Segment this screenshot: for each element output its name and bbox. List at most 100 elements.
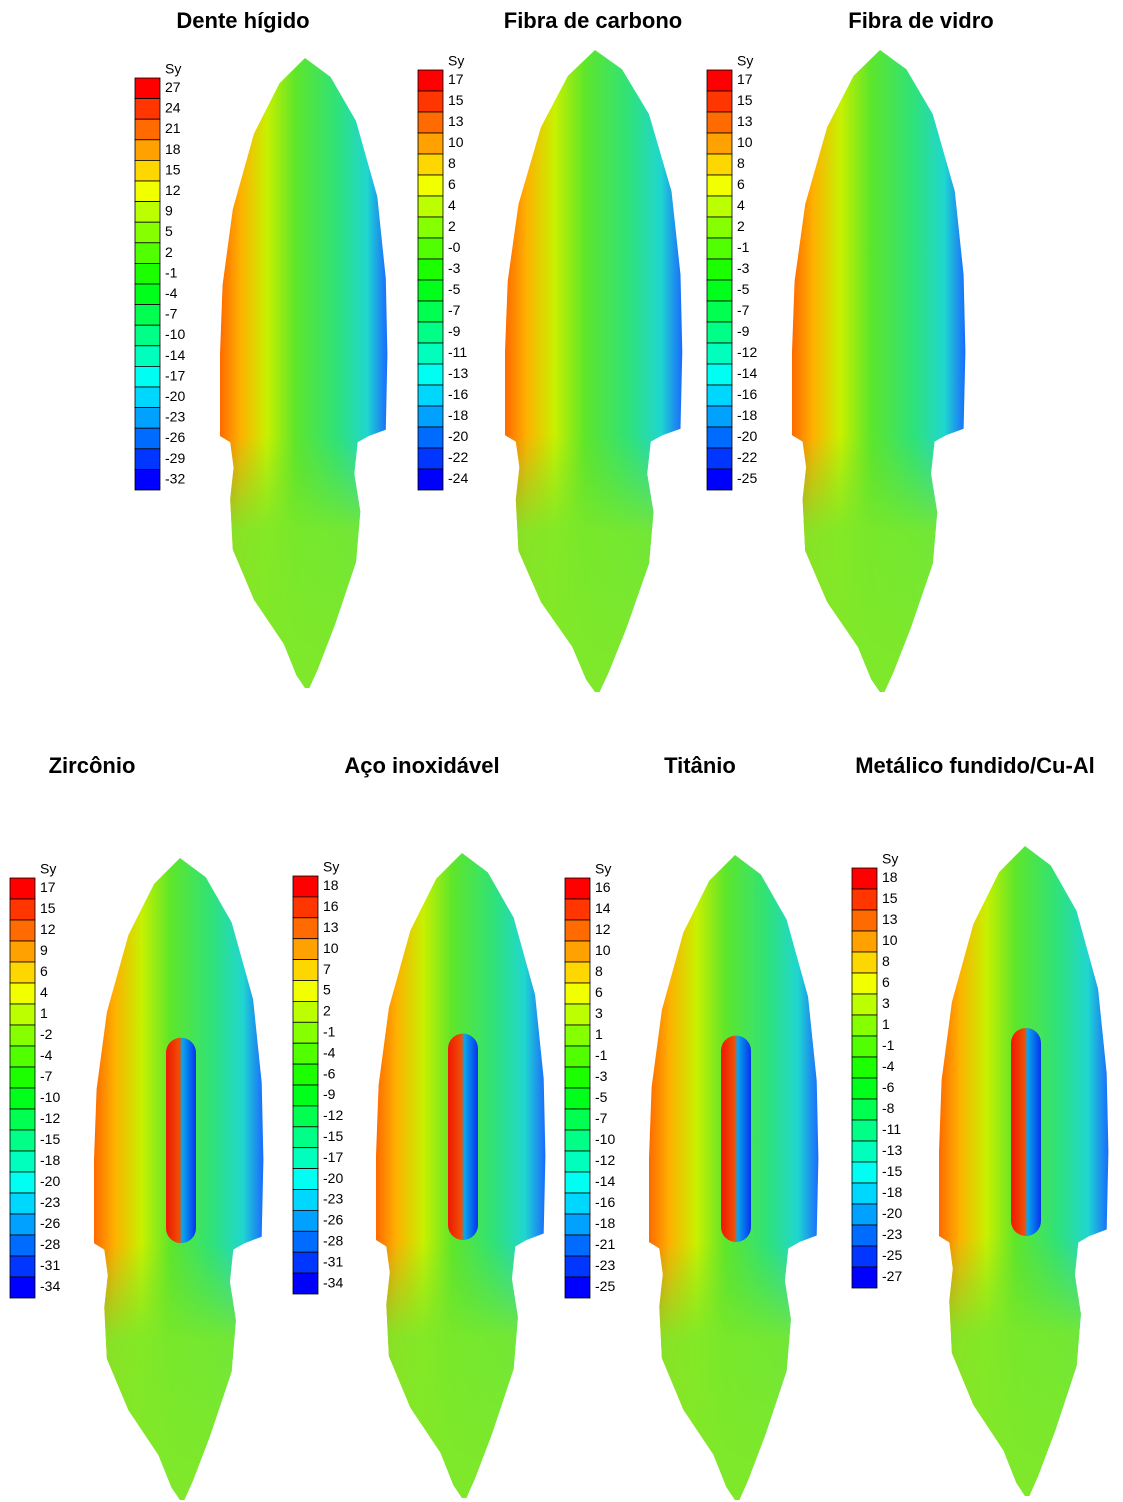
colorbar-label: -16 xyxy=(595,1194,615,1210)
colorbar-label: -20 xyxy=(737,428,757,444)
colorbar-label: -1 xyxy=(882,1037,895,1053)
colorbar-label: -31 xyxy=(323,1253,343,1269)
legend-title: Sy xyxy=(448,53,464,69)
colorbar-band xyxy=(565,1256,590,1277)
colorbar-label: -16 xyxy=(737,386,757,402)
colorbar-label: -29 xyxy=(165,450,185,466)
colorbar-label: 3 xyxy=(595,1005,603,1021)
colorbar-band xyxy=(135,140,160,161)
colorbar-band xyxy=(135,119,160,140)
colorbar-label: 17 xyxy=(448,71,464,87)
colorbar-label: 4 xyxy=(448,197,456,213)
colorbar-label: -4 xyxy=(40,1047,53,1063)
colorbar-band xyxy=(10,1046,35,1067)
panel: Aço inoxidávelSy18161310752-1-4-6-9-12-1… xyxy=(293,753,545,1498)
colorbar-band xyxy=(135,243,160,264)
colorbar-band xyxy=(418,301,443,322)
colorbar-band xyxy=(565,941,590,962)
colorbar-band xyxy=(565,899,590,920)
colorbar-band xyxy=(10,1067,35,1088)
colorbar-band xyxy=(293,1210,318,1231)
panel-title: Zircônio xyxy=(49,753,136,778)
figure: Dente hígidoSy272421181512952-1-4-7-10-1… xyxy=(0,0,1123,1502)
colorbar-band xyxy=(707,406,732,427)
colorbar-label: -9 xyxy=(737,323,750,339)
colorbar-label: 4 xyxy=(737,197,745,213)
colorbar-band xyxy=(293,1190,318,1211)
tooth-root-shade xyxy=(792,50,965,692)
colorbar-band xyxy=(10,941,35,962)
colorbar-band xyxy=(293,1127,318,1148)
colorbar-label: -18 xyxy=(40,1152,60,1168)
colorbar-band xyxy=(418,280,443,301)
colorbar-band xyxy=(852,1183,877,1204)
colorbar-label: -14 xyxy=(737,365,757,381)
colorbar-label: -28 xyxy=(40,1236,60,1252)
colorbar-label: 3 xyxy=(882,995,890,1011)
colorbar-label: -28 xyxy=(323,1232,343,1248)
colorbar-band xyxy=(293,1252,318,1273)
colorbar-band xyxy=(293,918,318,939)
colorbar-band xyxy=(293,1148,318,1169)
tooth-root-shade xyxy=(505,50,682,692)
colorbar-label: -7 xyxy=(448,302,461,318)
colorbar-band xyxy=(565,1214,590,1235)
colorbar-band xyxy=(135,428,160,449)
colorbar-band xyxy=(10,1151,35,1172)
colorbar-label: -22 xyxy=(448,449,468,465)
colorbar-label: -1 xyxy=(323,1023,336,1039)
panel: ZircônioSy1715129641-2-4-7-10-12-15-18-2… xyxy=(10,753,263,1500)
colorbar-band xyxy=(293,1022,318,1043)
colorbar-band xyxy=(135,202,160,223)
colorbar-label: -7 xyxy=(737,302,750,318)
colorbar-label: -22 xyxy=(737,449,757,465)
colorbar-band xyxy=(10,983,35,1004)
colorbar-label: -23 xyxy=(323,1191,343,1207)
colorbar-band xyxy=(10,1277,35,1298)
colorbar-band xyxy=(852,1204,877,1225)
colorbar-band xyxy=(852,1246,877,1267)
colorbar-label: -6 xyxy=(882,1079,895,1095)
colorbar-label: -17 xyxy=(165,367,185,383)
colorbar-band xyxy=(565,1004,590,1025)
colorbar-label: -15 xyxy=(323,1128,343,1144)
colorbar-band xyxy=(135,387,160,408)
colorbar-band xyxy=(418,406,443,427)
colorbar-label: 10 xyxy=(882,932,898,948)
colorbar-label: 8 xyxy=(737,155,745,171)
colorbar-label: -12 xyxy=(323,1107,343,1123)
colorbar-band xyxy=(565,878,590,899)
panel: Fibra de carbonoSy171513108642-0-3-5-7-9… xyxy=(418,8,682,692)
colorbar-label: 17 xyxy=(40,879,56,895)
colorbar-label: 13 xyxy=(448,113,464,129)
colorbar-band xyxy=(565,1172,590,1193)
colorbar-label: -7 xyxy=(40,1068,53,1084)
colorbar-band xyxy=(418,91,443,112)
colorbar-label: -6 xyxy=(323,1065,336,1081)
colorbar-band xyxy=(565,1088,590,1109)
colorbar-label: 8 xyxy=(595,963,603,979)
colorbar-label: 6 xyxy=(737,176,745,192)
colorbar-label: 7 xyxy=(323,961,331,977)
colorbar-label: -27 xyxy=(882,1268,902,1284)
colorbar-band xyxy=(418,133,443,154)
colorbar-band xyxy=(707,154,732,175)
colorbar-label: 18 xyxy=(882,869,898,885)
colorbar-label: 6 xyxy=(595,984,603,1000)
colorbar-label: 12 xyxy=(595,921,611,937)
colorbar-label: 12 xyxy=(165,182,181,198)
colorbar-band xyxy=(10,1172,35,1193)
colorbar-label: -20 xyxy=(882,1205,902,1221)
colorbar-band xyxy=(852,931,877,952)
colorbar-label: 2 xyxy=(165,244,173,260)
colorbar-label: 18 xyxy=(165,141,181,157)
colorbar-label: 13 xyxy=(737,113,753,129)
stress-stripe xyxy=(1011,1028,1041,1236)
colorbar-label: 2 xyxy=(448,218,456,234)
colorbar-band xyxy=(293,1106,318,1127)
colorbar-band xyxy=(418,259,443,280)
panel-title: Metálico fundido/Cu-Al xyxy=(855,753,1095,778)
colorbar-label: 5 xyxy=(165,223,173,239)
colorbar-label: 10 xyxy=(448,134,464,150)
colorbar-label: 12 xyxy=(40,921,56,937)
